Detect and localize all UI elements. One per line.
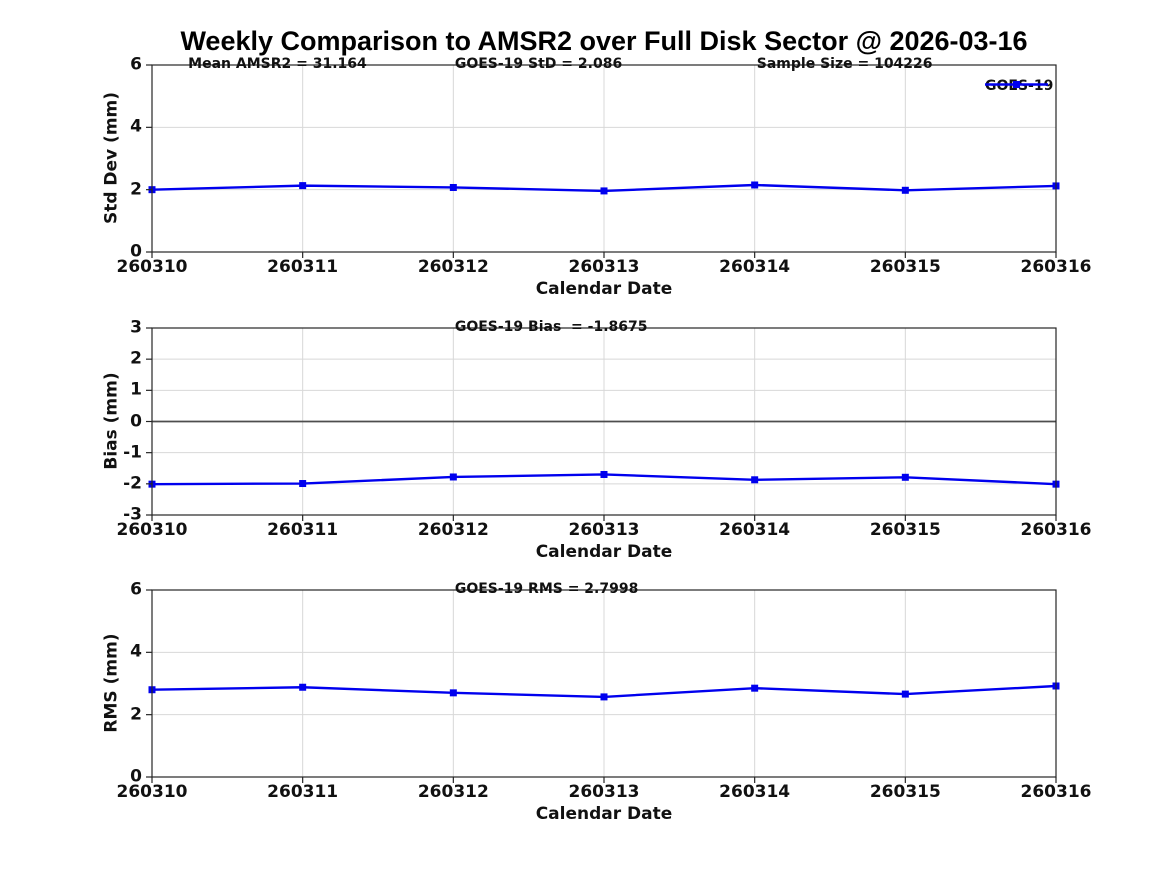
data-point-marker <box>600 693 608 701</box>
x-tick-labels: 260310 260311 260312 260313 260314 260315 2603… <box>117 782 1092 806</box>
y-tick-labels: -3 -2 -1 0 1 2 3 <box>0 319 142 523</box>
x-axis-label: Calendar Date <box>535 279 673 299</box>
data-point-marker <box>901 690 909 698</box>
x-tick-label: 260312 <box>417 520 489 540</box>
y-tick-label: 6 <box>130 579 142 600</box>
data-point-marker <box>751 684 759 692</box>
data-point-marker <box>751 476 759 484</box>
data-point-marker <box>600 187 608 195</box>
data-point-marker <box>901 473 909 481</box>
y-tick-label: 2 <box>130 179 142 200</box>
x-tick-label: 260316 <box>1020 782 1092 802</box>
x-tick-label: 260312 <box>417 782 489 802</box>
x-tick-label: 260315 <box>869 782 941 802</box>
x-tick-label: 260315 <box>869 257 941 277</box>
legend-line-icon <box>985 81 1048 88</box>
stat-annotation: Mean AMSR2 = 31.164 <box>188 56 367 72</box>
y-tick-label: 4 <box>130 641 142 662</box>
rms-plot-svg <box>146 589 1060 783</box>
data-point-marker <box>449 689 457 697</box>
plot-area: GOES-19 Bias = -1.8675 <box>146 320 1060 521</box>
x-tick-label: 260314 <box>719 520 791 540</box>
y-tick-label: 4 <box>130 116 142 137</box>
stat-annotation: Sample Size = 104226 <box>756 56 933 72</box>
stat-annotation: GOES-19 RMS = 2.7998 <box>454 581 639 597</box>
data-point-marker <box>901 186 909 194</box>
x-tick-label: 260311 <box>267 520 339 540</box>
chart-title: Weekly Comparison to AMSR2 over Full Dis… <box>180 26 1028 56</box>
x-tick-label: 260313 <box>568 782 640 802</box>
y-tick-label: 2 <box>130 348 142 369</box>
data-point-marker <box>299 480 307 488</box>
subplot-bias: Bias (mm) -3 -2 -1 0 1 2 3 GOES-19 Bias = -1.8… <box>0 319 1167 568</box>
x-tick-label: 260316 <box>1020 257 1092 277</box>
x-tick-labels: 260310 260311 260312 260313 260314 260315 2603… <box>117 257 1092 281</box>
x-tick-label: 260314 <box>719 257 791 277</box>
x-axis-label: Calendar Date <box>535 804 673 824</box>
x-tick-label: 260310 <box>116 520 188 540</box>
y-tick-label: 0 <box>130 766 142 787</box>
y-tick-label: 0 <box>130 241 142 262</box>
y-tick-label: 3 <box>130 317 142 338</box>
x-tick-label: 260315 <box>869 520 941 540</box>
y-tick-label: -2 <box>123 473 142 494</box>
data-point-marker <box>449 183 457 191</box>
x-axis-label: Calendar Date <box>535 542 673 562</box>
y-tick-label: 6 <box>130 54 142 75</box>
data-point-marker <box>299 683 307 691</box>
x-tick-label: 260313 <box>568 520 640 540</box>
y-tick-label: 0 <box>130 411 142 431</box>
stat-annotation: GOES-19 Bias = -1.8675 <box>454 319 648 335</box>
x-tick-label: 260310 <box>116 782 188 802</box>
plot-area: GOES-19 RMS = 2.7998 <box>146 582 1060 783</box>
x-tick-label: 260314 <box>719 782 791 802</box>
data-point-marker <box>600 470 608 478</box>
axes-box <box>151 64 1057 253</box>
x-tick-labels: 260310 260311 260312 260313 260314 260315 2603… <box>117 520 1092 544</box>
x-tick-label: 260311 <box>267 257 339 277</box>
y-tick-label: 1 <box>130 379 142 400</box>
axes-box <box>151 327 1057 516</box>
legend: GOES-19 <box>985 79 1053 93</box>
stddev-plot-svg <box>146 64 1060 258</box>
x-tick-label: 260316 <box>1020 520 1092 540</box>
data-point-marker <box>299 182 307 190</box>
x-tick-label: 260310 <box>116 257 188 277</box>
bias-plot-svg <box>146 327 1060 521</box>
axes-box <box>151 589 1057 778</box>
x-tick-label: 260312 <box>417 257 489 277</box>
data-point-marker <box>449 473 457 481</box>
x-tick-label: 260311 <box>267 782 339 802</box>
y-tick-label: 2 <box>130 704 142 725</box>
x-tick-label: 260313 <box>568 257 640 277</box>
y-tick-label: -3 <box>123 504 142 525</box>
y-tick-label: -1 <box>123 442 142 463</box>
y-tick-labels: 0 2 4 6 <box>0 56 142 260</box>
stat-annotation: GOES-19 StD = 2.086 <box>454 56 623 72</box>
plot-area: Mean AMSR2 = 31.164 GOES-19 StD = 2.086 Sa… <box>146 57 1060 258</box>
data-point-marker <box>751 181 759 189</box>
y-tick-labels: 0 2 4 6 <box>0 581 142 785</box>
